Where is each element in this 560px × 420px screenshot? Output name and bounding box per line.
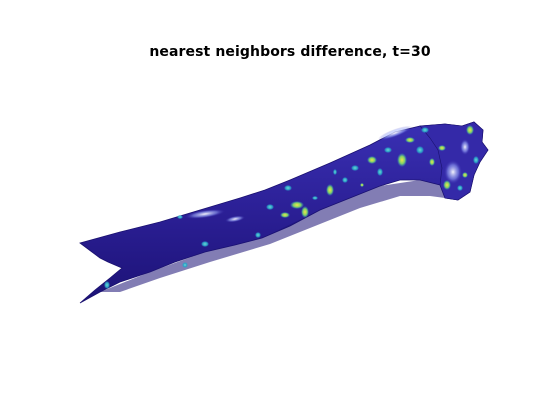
- highlight-head-2: [460, 139, 470, 155]
- difference-spots: [104, 125, 479, 289]
- highlight-head: [444, 160, 462, 184]
- highlight-left: [185, 209, 225, 219]
- highlight-mid: [225, 215, 245, 223]
- figure-title: nearest neighbors difference, t=30: [149, 44, 431, 60]
- highlight-top: [378, 125, 412, 141]
